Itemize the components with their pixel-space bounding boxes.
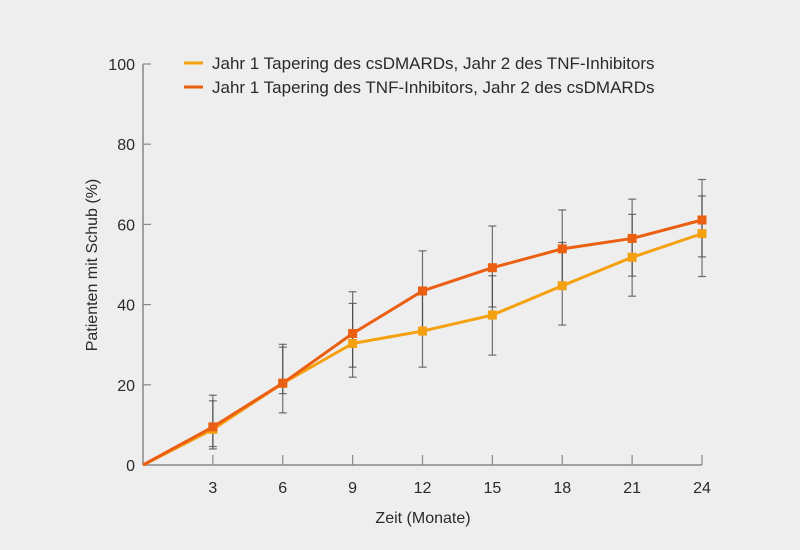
error-bars: [208, 178, 706, 450]
axes: 0 20 40 60 80 100 3 6 9 12 15 18 21 24: [108, 57, 711, 497]
data-marker: [487, 263, 497, 273]
data-marker: [348, 328, 358, 338]
y-tick-label: 40: [117, 298, 135, 315]
data-marker: [278, 378, 288, 388]
data-marker: [557, 281, 567, 291]
data-marker: [418, 326, 427, 336]
x-tick-label: 18: [553, 480, 571, 497]
x-tick-label: 24: [693, 480, 711, 497]
y-axis-title: Patienten mit Schub (%): [84, 179, 101, 352]
y-tick-label: 60: [117, 217, 135, 234]
legend-label: Jahr 1 Tapering des TNF-Inhibitors, Jahr…: [212, 78, 655, 97]
x-tick-label: 6: [278, 480, 287, 497]
y-tick-label: 100: [108, 57, 135, 74]
x-tick-label: 9: [348, 480, 357, 497]
data-marker: [697, 229, 707, 239]
x-tick-label: 12: [414, 480, 432, 497]
x-tick-label: 3: [208, 480, 217, 497]
data-marker: [697, 215, 707, 225]
data-marker: [627, 252, 637, 262]
y-tick-label: 80: [117, 137, 135, 154]
legend: Jahr 1 Tapering des csDMARDs, Jahr 2 des…: [184, 54, 655, 97]
data-lines: [142, 215, 707, 467]
data-marker: [418, 286, 427, 296]
legend-label: Jahr 1 Tapering des csDMARDs, Jahr 2 des…: [212, 54, 655, 73]
data-marker: [487, 310, 497, 320]
data-marker: [627, 233, 637, 243]
data-marker: [348, 338, 358, 348]
x-tick-label: 15: [483, 480, 501, 497]
y-tick-label: 0: [126, 458, 135, 475]
y-tick-label: 20: [117, 378, 135, 395]
x-tick-label: 21: [623, 480, 641, 497]
x-axis-title: Zeit (Monate): [375, 510, 470, 527]
data-marker: [208, 422, 218, 432]
data-marker: [557, 244, 567, 254]
